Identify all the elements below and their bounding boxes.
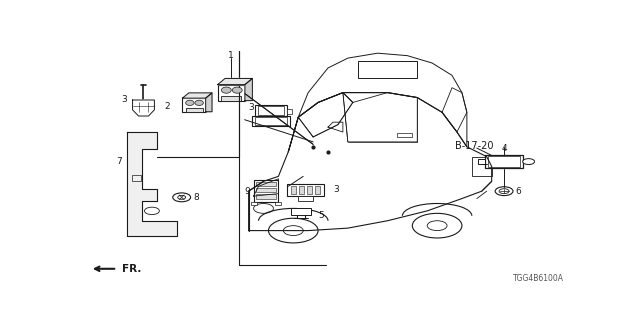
Polygon shape: [127, 132, 177, 236]
Circle shape: [495, 187, 513, 196]
Bar: [472, 157, 492, 176]
Text: 7: 7: [116, 157, 122, 166]
Polygon shape: [218, 78, 252, 84]
Bar: [397, 133, 412, 137]
Text: 3: 3: [248, 103, 254, 112]
Bar: [315, 186, 320, 194]
Text: 2: 2: [164, 102, 170, 111]
Text: 1: 1: [228, 51, 234, 60]
Text: TGG4B6100A: TGG4B6100A: [513, 274, 564, 283]
Bar: [287, 184, 324, 196]
Text: 4: 4: [501, 144, 507, 153]
Bar: [255, 105, 287, 116]
Circle shape: [145, 207, 159, 215]
Bar: [252, 116, 290, 126]
Polygon shape: [132, 100, 154, 116]
Bar: [307, 186, 312, 194]
Polygon shape: [205, 93, 212, 112]
Bar: [291, 186, 296, 194]
Ellipse shape: [232, 87, 242, 93]
Circle shape: [523, 159, 534, 164]
Text: 3: 3: [122, 95, 127, 105]
Text: 9: 9: [244, 187, 250, 196]
Bar: [486, 155, 523, 168]
Circle shape: [173, 193, 191, 202]
Bar: [132, 175, 141, 181]
Bar: [245, 91, 251, 96]
Bar: [287, 108, 292, 114]
Bar: [253, 180, 278, 202]
Bar: [182, 98, 205, 112]
Circle shape: [412, 213, 462, 238]
Text: 8: 8: [193, 193, 199, 202]
Text: B-17-20: B-17-20: [455, 140, 493, 151]
Bar: [221, 96, 241, 100]
Polygon shape: [182, 93, 212, 98]
Bar: [478, 159, 486, 164]
Text: 5: 5: [318, 211, 324, 220]
Polygon shape: [288, 53, 467, 152]
Bar: [255, 117, 287, 124]
Bar: [298, 196, 313, 201]
Bar: [488, 156, 520, 167]
Text: 3: 3: [333, 185, 339, 195]
Bar: [358, 60, 417, 78]
Circle shape: [269, 218, 318, 243]
Bar: [251, 202, 257, 205]
Polygon shape: [245, 78, 252, 100]
Bar: [299, 186, 304, 194]
Bar: [205, 103, 211, 108]
Bar: [275, 202, 281, 205]
Bar: [256, 188, 276, 192]
Ellipse shape: [221, 87, 231, 93]
Bar: [256, 182, 276, 186]
Ellipse shape: [186, 100, 194, 106]
Text: 6: 6: [515, 187, 521, 196]
Bar: [218, 84, 245, 100]
Bar: [186, 108, 202, 112]
Bar: [256, 194, 276, 198]
Ellipse shape: [195, 100, 204, 106]
Bar: [258, 106, 284, 115]
Text: FR.: FR.: [122, 264, 141, 274]
Bar: [291, 208, 310, 215]
